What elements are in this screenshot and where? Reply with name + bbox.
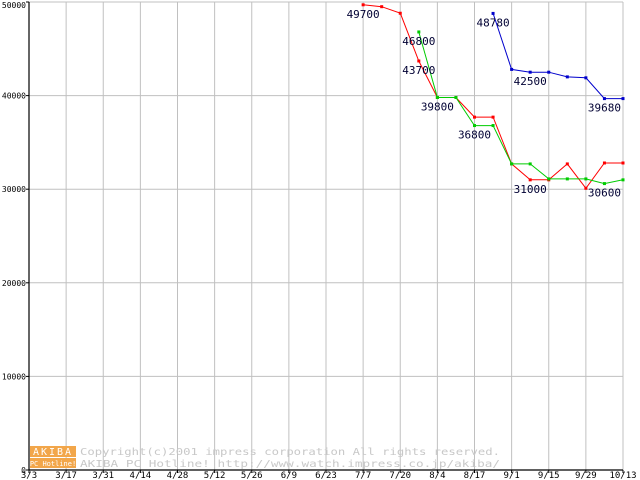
data-point bbox=[528, 70, 532, 74]
x-tick-label: 8/4 bbox=[429, 471, 445, 480]
x-tick-label: 5/26 bbox=[241, 471, 263, 480]
akiba-logo-box-bottom bbox=[30, 458, 76, 468]
data-point bbox=[621, 97, 625, 101]
data-point bbox=[602, 97, 606, 101]
x-tick-label: 10/13 bbox=[609, 471, 636, 480]
data-label: 39680 bbox=[588, 102, 621, 115]
copyright-watermark: AKIBA PC Hotline! Copyright(c)2001 impre… bbox=[30, 446, 500, 470]
series-line-2 bbox=[492, 13, 623, 100]
y-tick-label: 10000 bbox=[2, 372, 26, 381]
data-point bbox=[435, 95, 439, 99]
y-tick-label: 40000 bbox=[2, 92, 26, 101]
x-tick-label: 9/29 bbox=[575, 471, 597, 480]
data-point bbox=[380, 5, 384, 9]
data-point bbox=[473, 124, 476, 128]
data-labels: 49700 46800 43700 39800 36800 48780 42500 31000… bbox=[347, 8, 621, 200]
y-tick-label: 50000 bbox=[2, 1, 26, 10]
data-point bbox=[547, 177, 551, 181]
data-point bbox=[621, 178, 625, 182]
data-point bbox=[491, 115, 495, 119]
data-point bbox=[565, 177, 569, 181]
data-label: 36800 bbox=[458, 129, 491, 142]
y-tick-label: 0 bbox=[21, 466, 26, 475]
data-label: 46800 bbox=[402, 35, 435, 48]
x-tick-label: 7/20 bbox=[389, 471, 411, 480]
data-point bbox=[621, 161, 625, 165]
data-label: 31000 bbox=[514, 183, 547, 196]
data-label: 48780 bbox=[477, 16, 510, 29]
x-tick-label: 8/17 bbox=[464, 471, 486, 480]
data-label: 42500 bbox=[514, 75, 547, 88]
data-point bbox=[547, 70, 551, 74]
akiba-logo-bottom: PC Hotline! bbox=[30, 460, 76, 468]
x-tick-label: 5/12 bbox=[204, 471, 226, 480]
data-point bbox=[584, 76, 588, 80]
data-point bbox=[602, 182, 606, 186]
data-point bbox=[417, 30, 421, 34]
x-tick-label: 4/14 bbox=[130, 471, 152, 480]
x-tick-label: 7/7 bbox=[355, 471, 371, 480]
grid-lines bbox=[29, 1, 624, 470]
data-point bbox=[584, 177, 588, 181]
data-point bbox=[491, 124, 495, 128]
data-point bbox=[510, 162, 514, 166]
x-tick-label: 9/1 bbox=[503, 471, 519, 480]
data-point bbox=[565, 162, 569, 166]
x-tick-label: 6/23 bbox=[315, 471, 337, 480]
data-point bbox=[602, 161, 606, 165]
y-tick-label: 20000 bbox=[2, 279, 26, 288]
data-label: 49700 bbox=[347, 8, 380, 21]
data-point bbox=[528, 178, 532, 182]
watermark-copyright: Copyright(c)2001 impress corporation All… bbox=[80, 447, 500, 458]
x-tick-label: 4/28 bbox=[167, 471, 189, 480]
x-tick-label: 3/31 bbox=[92, 471, 114, 480]
x-tick-label: 3/17 bbox=[55, 471, 77, 480]
data-label: 43700 bbox=[402, 64, 435, 77]
data-point bbox=[398, 11, 402, 15]
data-point bbox=[417, 59, 421, 63]
data-point bbox=[473, 115, 476, 119]
data-point bbox=[584, 186, 588, 190]
x-tick-label: 9/15 bbox=[538, 471, 560, 480]
watermark-url: AKIBA PC Hotline! http://www.watch.impre… bbox=[80, 459, 500, 470]
data-point bbox=[454, 95, 458, 99]
series-line-1 bbox=[418, 31, 624, 185]
y-tick-label: 30000 bbox=[2, 185, 26, 194]
data-point bbox=[361, 3, 365, 7]
akiba-logo-box-top bbox=[30, 446, 76, 457]
data-point bbox=[510, 67, 514, 71]
x-tick-label: 3/3 bbox=[21, 471, 37, 480]
data-point bbox=[528, 162, 532, 166]
data-point bbox=[491, 11, 495, 15]
data-point bbox=[565, 75, 569, 79]
data-label: 30600 bbox=[588, 187, 621, 200]
data-label: 39800 bbox=[421, 100, 454, 113]
data-series bbox=[361, 3, 625, 190]
series-line-0 bbox=[363, 4, 623, 190]
akiba-logo-top: AKIBA bbox=[33, 447, 73, 458]
x-tick-label: 6/9 bbox=[281, 471, 297, 480]
